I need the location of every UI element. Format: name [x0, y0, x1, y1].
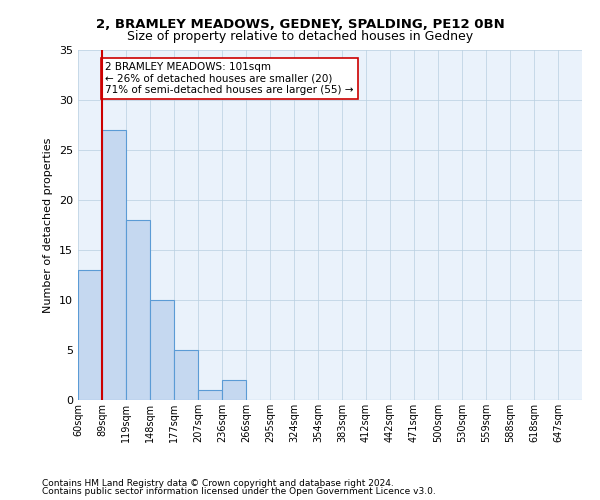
Bar: [222, 380, 246, 400]
Bar: [198, 390, 222, 400]
Text: 2, BRAMLEY MEADOWS, GEDNEY, SPALDING, PE12 0BN: 2, BRAMLEY MEADOWS, GEDNEY, SPALDING, PE…: [95, 18, 505, 30]
Bar: [174, 350, 198, 400]
Text: Size of property relative to detached houses in Gedney: Size of property relative to detached ho…: [127, 30, 473, 43]
Text: 2 BRAMLEY MEADOWS: 101sqm
← 26% of detached houses are smaller (20)
71% of semi-: 2 BRAMLEY MEADOWS: 101sqm ← 26% of detac…: [105, 62, 353, 95]
Bar: [78, 270, 102, 400]
Bar: [126, 220, 150, 400]
Bar: [102, 130, 126, 400]
Text: Contains public sector information licensed under the Open Government Licence v3: Contains public sector information licen…: [42, 487, 436, 496]
Y-axis label: Number of detached properties: Number of detached properties: [43, 138, 53, 312]
Text: Contains HM Land Registry data © Crown copyright and database right 2024.: Contains HM Land Registry data © Crown c…: [42, 478, 394, 488]
Bar: [150, 300, 174, 400]
